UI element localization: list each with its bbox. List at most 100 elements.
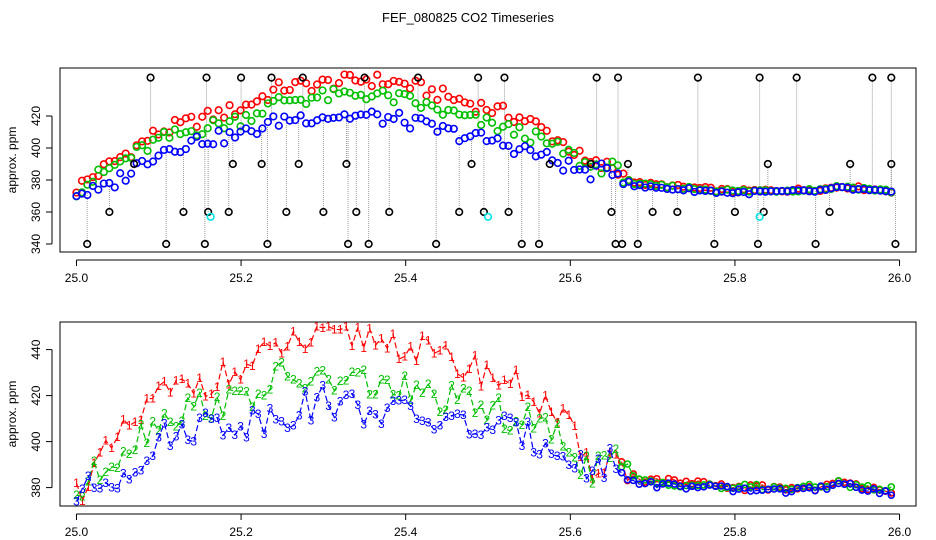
series-2-label: 2 [190,399,197,413]
series-3-point [776,484,784,493]
series-3-point [701,186,710,196]
series-2-point [296,95,305,104]
series-3-label: 3 [214,411,221,425]
series-2-label: 2 [466,384,473,398]
series-2-label: 2 [448,378,455,392]
series-1-label: 1 [349,339,356,353]
series-1-label: 1 [343,320,350,334]
series-2-point [389,98,398,107]
series-1-point [252,97,262,106]
series-3-label: 3 [261,427,268,441]
series-2-point [433,105,442,114]
series-2-point [531,127,540,136]
bottom-y-tick-label: 400 [29,431,43,451]
series-2-label: 2 [284,370,291,384]
series-3-label: 3 [243,430,250,444]
spike-point [298,73,307,82]
series-2-label: 2 [126,447,133,461]
series-3-label: 3 [255,407,262,421]
series-1-point [110,157,119,166]
series-1-label: 1 [331,322,338,336]
series-3-point [881,187,890,196]
series-2-label: 2 [384,373,391,387]
series-2-label: 2 [202,409,209,423]
series-2-point [575,161,584,171]
series-3-point [740,484,749,492]
series-3-label: 3 [489,423,496,437]
series-1-point [334,79,344,88]
series-3-point [553,158,562,168]
series-2-point [312,93,322,102]
spike-point [607,207,616,217]
series-3-label: 3 [454,407,461,421]
series-1-label: 1 [138,413,145,427]
series-3-point [859,184,869,194]
series-3-point [482,137,491,146]
series-3-label: 3 [437,418,444,432]
series-1-point [291,78,300,87]
series-2-label: 2 [73,488,80,502]
spike-point [467,159,476,169]
series-3-point [653,483,661,492]
series-1-label: 1 [560,401,567,415]
series-1-label: 1 [126,419,133,433]
series-2-point [318,86,327,95]
series-3-point [230,133,240,142]
series-1-label: 1 [149,392,156,406]
series-2-point [405,91,415,100]
series-3-label: 3 [519,439,526,453]
series-2-point [526,138,535,147]
series-1-label: 1 [437,343,444,357]
spike-point [200,239,209,249]
series-2-label: 2 [325,372,332,386]
series-1-label: 1 [396,352,403,366]
series-3-point [712,188,721,198]
spike-point [385,207,394,217]
series-2-label: 2 [249,400,256,414]
series-3-label: 3 [296,408,303,422]
spike-point [236,73,246,82]
series-1-point [400,79,409,88]
series-2-label: 2 [366,387,373,401]
series-2-point [88,177,97,186]
series-3-point [77,189,87,198]
series-3-point [395,108,404,117]
series-1-point [198,112,207,121]
series-1-point [455,94,464,103]
series-1-point [438,84,447,93]
series-3-point [586,175,595,184]
spike-point [504,207,513,217]
series-3-point [110,183,119,192]
series-1-line [75,325,892,503]
series-2-point [241,110,251,120]
series-1-point [389,76,398,86]
bottom-x-tick-label: 25.8 [723,525,747,539]
series-2-point [416,103,426,113]
series-1-label: 1 [308,335,315,349]
series-2-label: 2 [161,406,168,420]
series-3-point [876,186,885,195]
spike-point [545,159,554,169]
series-2-point [121,154,130,163]
series-3-point [192,132,201,141]
series-3-line [75,384,892,502]
series-3-label: 3 [360,418,367,432]
series-2-label: 2 [196,386,203,400]
series-3-point [214,126,223,135]
series-3-label: 3 [577,447,584,461]
series-3-point [783,187,792,196]
series-1-point [515,113,524,122]
series-1-label: 1 [290,324,297,338]
series-3-point [187,136,196,145]
series-2-label: 2 [220,409,227,423]
series-3-point [181,144,190,154]
series-2-label: 2 [460,381,467,395]
series-3-label: 3 [583,472,590,486]
series-1-point [405,84,415,93]
series-1-point [192,122,201,131]
top-x-tick-label: 25.6 [559,271,583,285]
series-3-label: 3 [472,427,479,441]
series-3-label: 3 [466,428,473,442]
series-1-label: 1 [196,371,203,385]
series-3-label: 3 [589,464,596,478]
